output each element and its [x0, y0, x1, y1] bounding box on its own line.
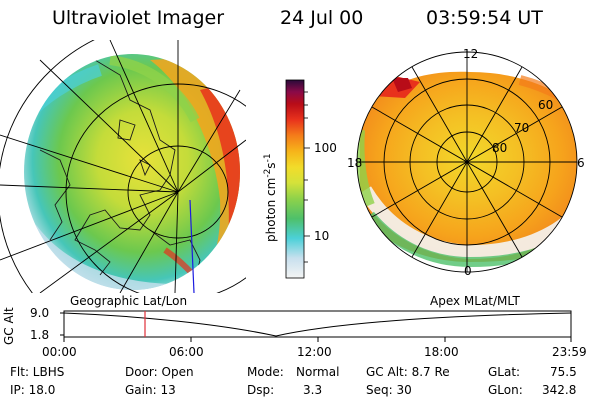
- info-ip: IP: 18.0: [10, 383, 56, 397]
- timeline-plot: [60, 310, 572, 342]
- instrument-title: Ultraviolet Imager: [52, 7, 225, 29]
- info-gain: Gain: 13: [125, 383, 176, 397]
- time-label: 03:59:54 UT: [426, 7, 543, 29]
- colorbar-tick-10: 10: [314, 229, 330, 243]
- magnetic-image: [356, 51, 578, 273]
- colorbar-tick-100: 100: [314, 141, 337, 155]
- colorbar: [285, 79, 305, 279]
- x-tick-0000: 00:00: [42, 345, 77, 359]
- x-tick-0600: 06:00: [169, 345, 204, 359]
- mlat-label-60: 60: [538, 98, 554, 112]
- info-glat-value: 75.5: [550, 365, 577, 379]
- timeline-axis-title: GC Alt: [2, 307, 16, 345]
- info-glat-label: GLat:: [488, 365, 521, 379]
- mlt-label-6: 6: [577, 156, 585, 170]
- info-door: Door: Open: [125, 365, 194, 379]
- mlat-label-70: 70: [514, 121, 530, 135]
- mlt-label-18: 18: [347, 156, 363, 170]
- info-dsp-label: Dsp:: [247, 383, 275, 397]
- info-flt: Flt: LBHS: [10, 365, 65, 379]
- colorbar-unit: photon cm-2s-1: [263, 153, 278, 242]
- info-glon-value: 342.8: [542, 383, 577, 397]
- mlt-label-12: 12: [463, 47, 479, 61]
- x-tick-1200: 12:00: [297, 345, 332, 359]
- info-dsp-value: 3.3: [303, 383, 323, 397]
- left-panel-label: Geographic Lat/Lon: [70, 294, 188, 308]
- timeline-y-bottom: 1.8: [30, 328, 50, 342]
- info-mode-value: Normal: [296, 365, 340, 379]
- right-panel-label: Apex MLat/MLT: [430, 294, 520, 308]
- x-tick-1800: 18:00: [424, 345, 459, 359]
- date-label: 24 Jul 00: [280, 7, 364, 29]
- x-tick-2359: 23:59: [552, 345, 587, 359]
- info-gcalt: GC Alt: 8.7 Re: [366, 365, 450, 379]
- mlt-label-0: 0: [464, 264, 472, 278]
- timeline-y-top: 9.0: [30, 306, 50, 320]
- info-seq: Seq: 30: [366, 383, 412, 397]
- info-mode-label: Mode:: [247, 365, 284, 379]
- info-glon-label: GLon:: [488, 383, 523, 397]
- mlat-label-80: 80: [492, 141, 508, 155]
